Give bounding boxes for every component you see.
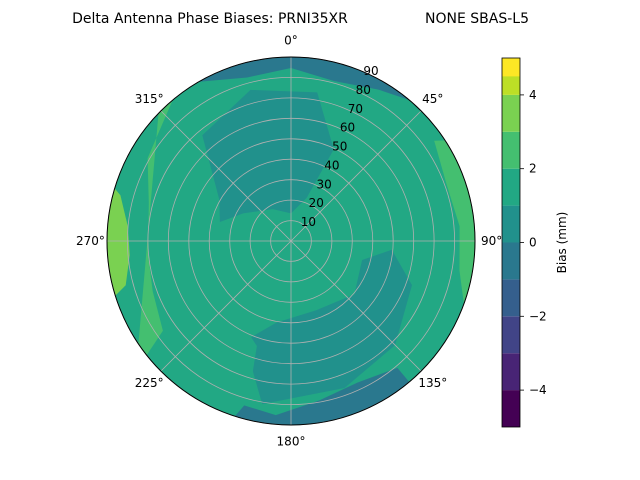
region-sw-inner <box>131 332 257 425</box>
azimuth-tick-label: 90° <box>481 234 502 248</box>
azimuth-gridline <box>290 110 422 242</box>
colorbar-band <box>502 242 520 280</box>
azimuth-gridline <box>290 240 422 372</box>
radial-tick-label: 50 <box>332 140 347 154</box>
azimuth-tick-label: 225° <box>135 376 164 390</box>
colorbar-label: Bias (mm) <box>555 212 569 274</box>
radial-tick-label: 10 <box>301 215 316 229</box>
azimuth-gridline <box>160 240 292 372</box>
azimuth-tick-label: 135° <box>418 376 447 390</box>
colorbar-band <box>502 390 520 427</box>
colorbar-tick-label: 4 <box>529 88 537 102</box>
polar-frame <box>106 56 476 426</box>
colorbar-band <box>502 279 520 317</box>
azimuth-tick-label: 270° <box>76 234 105 248</box>
azimuth-tick-label: 180° <box>277 435 306 449</box>
colorbar-band <box>502 58 520 77</box>
colorbar-tick-label: 0 <box>529 236 537 250</box>
polar-grid <box>106 56 476 426</box>
region-west-inner <box>136 86 173 372</box>
azimuth-tick-label: 45° <box>422 92 443 106</box>
colorbar-tick-label: −4 <box>529 383 547 397</box>
azimuth-tick-label: 0° <box>284 33 298 47</box>
azimuth-tick-label: 315° <box>135 92 164 106</box>
radial-tick-label: 60 <box>340 121 355 135</box>
radial-tick-label: 90 <box>363 64 378 78</box>
region-nw-inner <box>202 89 334 223</box>
radial-tick-label: 30 <box>317 177 332 191</box>
radial-tick-label: 80 <box>356 83 371 97</box>
colorbar-band <box>502 168 520 206</box>
polar-tick-labels: 0° 45° 90° 135° 180° 225° 270° 315° 10 20 30 40 50 60… <box>76 33 502 448</box>
region-se-inner <box>244 249 412 405</box>
chart-subtitle: NONE SBAS-L5 <box>425 11 529 27</box>
chart-title: Delta Antenna Phase Biases: PRNI35XR <box>72 11 348 27</box>
colorbar: −4 −2 0 2 4 Bias (mm) <box>501 57 569 428</box>
colorbar-band <box>502 316 520 354</box>
colorbar-band <box>502 205 520 243</box>
radial-tick-label: 20 <box>309 196 324 210</box>
colorbar-tick-label: 2 <box>529 162 537 176</box>
colorbar-tick-label: −2 <box>529 309 547 323</box>
azimuth-gridline <box>160 110 292 242</box>
radial-tick-label: 70 <box>348 102 363 116</box>
colorbar-band <box>502 353 520 391</box>
colorbar-band <box>502 94 520 132</box>
radial-tick-label: 40 <box>324 158 339 172</box>
colorbar-band <box>502 131 520 169</box>
